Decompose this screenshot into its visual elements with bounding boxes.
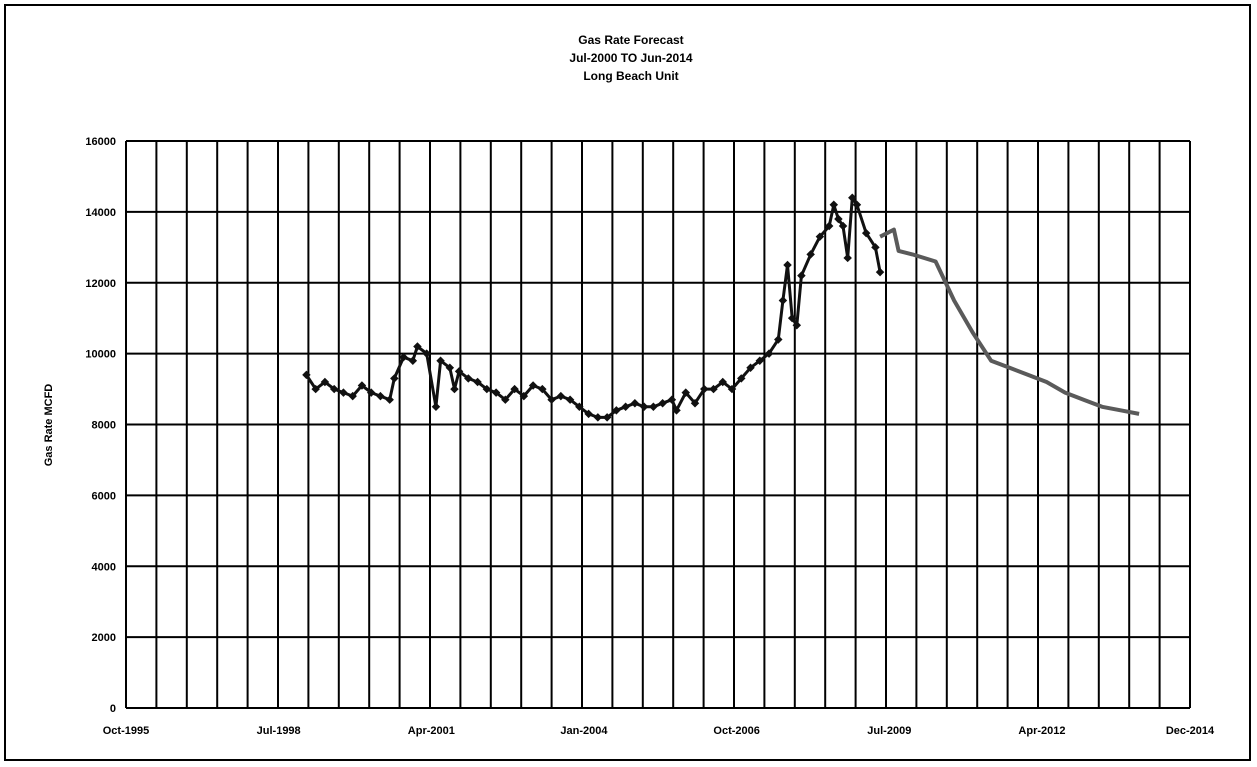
x-tick-label: Apr-2001 <box>408 725 455 737</box>
data-point-marker <box>584 409 593 419</box>
data-point-marker <box>538 384 547 394</box>
axis-ticks: 0 2000 4000 6000 8000 10000 12000 14000 16000 Oct… <box>85 136 1215 737</box>
data-point-marker <box>672 406 681 415</box>
x-tick-label: Apr-2012 <box>1018 725 1065 737</box>
data-point-marker <box>649 402 658 412</box>
series-layer <box>302 193 1140 422</box>
x-tick-label: Dec-2014 <box>1166 725 1215 737</box>
data-point-marker <box>339 388 348 397</box>
forecast-series-line <box>879 227 1140 416</box>
data-point-marker <box>408 356 418 365</box>
x-tick-label: Oct-1995 <box>103 725 149 737</box>
data-point-marker <box>519 391 529 401</box>
data-point-marker <box>843 253 852 263</box>
data-point-marker <box>348 391 357 401</box>
data-point-marker <box>464 374 473 383</box>
data-point-marker <box>491 388 501 397</box>
x-tick-label: Jan-2004 <box>560 725 608 737</box>
data-point-marker <box>746 363 755 373</box>
data-point-marker <box>501 395 510 404</box>
data-point-marker <box>311 384 320 394</box>
data-point-marker <box>755 356 765 365</box>
data-point-marker <box>792 321 802 330</box>
data-point-marker <box>612 406 621 415</box>
data-point-marker <box>658 398 667 408</box>
data-point-marker <box>783 260 792 270</box>
data-point-marker <box>787 313 797 323</box>
y-tick-label: 14000 <box>85 207 116 219</box>
y-tick-label: 16000 <box>85 136 116 148</box>
data-point-marker <box>413 342 422 351</box>
data-point-marker <box>575 402 584 412</box>
x-tick-label: Oct-2006 <box>713 725 759 737</box>
data-point-marker <box>875 267 885 277</box>
data-point-marker <box>450 384 459 394</box>
data-point-marker <box>709 384 718 394</box>
data-point-marker <box>431 402 441 412</box>
data-point-marker <box>422 349 431 358</box>
data-point-marker <box>690 398 700 408</box>
data-point-marker <box>774 335 783 344</box>
data-point-marker <box>829 200 839 210</box>
chart-title-line-1: Gas Rate Forecast <box>578 33 683 47</box>
y-tick-label: 6000 <box>92 490 116 502</box>
y-tick-label: 10000 <box>85 349 116 361</box>
data-point-marker <box>385 395 394 404</box>
data-point-marker <box>320 377 330 387</box>
data-point-marker <box>454 367 464 376</box>
y-tick-label: 0 <box>110 703 116 715</box>
data-point-marker <box>399 352 408 362</box>
data-point-marker <box>797 271 806 280</box>
data-point-marker <box>700 384 709 394</box>
chart-title-line-3: Long Beach Unit <box>583 69 678 83</box>
data-point-marker <box>436 356 445 365</box>
data-point-marker <box>482 384 492 394</box>
data-point-marker <box>778 296 788 305</box>
data-point-marker <box>565 395 575 404</box>
data-point-marker <box>630 398 640 408</box>
data-point-marker <box>357 381 367 390</box>
data-point-marker <box>727 384 737 394</box>
data-point-marker <box>302 370 311 380</box>
data-point-marker <box>390 374 399 383</box>
x-tick-label: Jul-1998 <box>257 725 301 737</box>
data-point-marker <box>366 388 376 397</box>
chart-title-line-2: Jul-2000 TO Jun-2014 <box>569 51 692 65</box>
data-point-marker <box>510 384 519 394</box>
x-tick-label: Jul-2009 <box>867 725 911 737</box>
data-point-marker <box>556 391 566 401</box>
data-point-marker <box>621 402 630 412</box>
grid <box>125 140 1191 709</box>
y-tick-label: 2000 <box>92 632 116 644</box>
data-point-marker <box>593 413 603 422</box>
data-point-marker <box>329 384 339 394</box>
data-point-marker <box>473 377 482 387</box>
data-point-marker <box>547 395 556 404</box>
y-tick-label: 4000 <box>92 561 116 573</box>
data-point-marker <box>376 391 385 401</box>
y-tick-label: 12000 <box>85 278 116 290</box>
data-point-marker <box>737 374 746 383</box>
data-point-marker <box>718 377 728 387</box>
data-point-marker <box>445 363 455 373</box>
data-point-marker <box>681 388 690 397</box>
y-axis-label: Gas Rate MCFD <box>43 384 55 467</box>
data-point-marker <box>639 402 649 412</box>
y-tick-label: 8000 <box>92 420 116 432</box>
data-point-marker <box>667 395 677 404</box>
data-point-marker <box>764 349 774 358</box>
data-point-marker <box>528 381 538 390</box>
data-point-marker <box>602 413 612 422</box>
